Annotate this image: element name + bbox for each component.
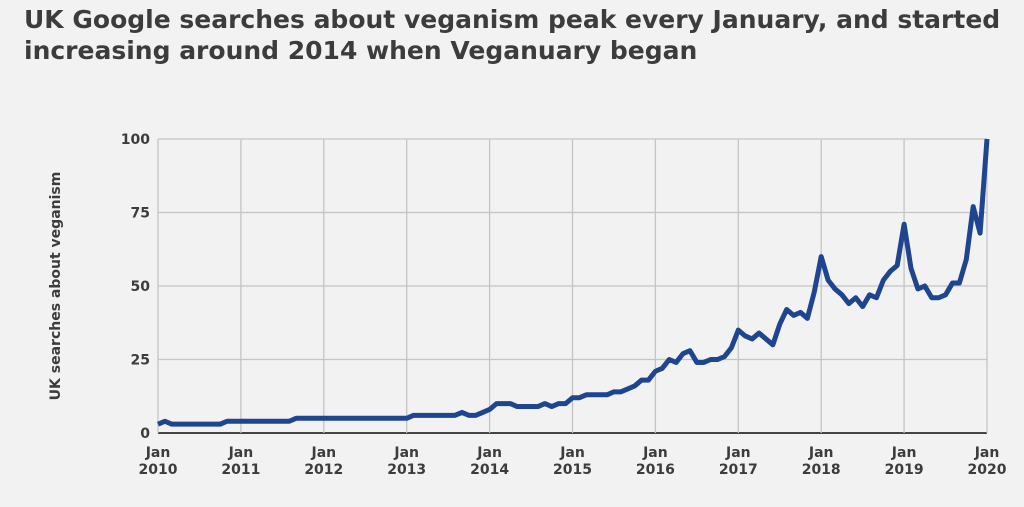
x-tick-label: 2016 bbox=[636, 462, 675, 478]
x-tick-label: 2017 bbox=[719, 462, 758, 478]
y-tick-label: 100 bbox=[121, 132, 150, 148]
x-tick-label: 2019 bbox=[885, 462, 924, 478]
x-tick-label: 2018 bbox=[802, 462, 841, 478]
y-tick-label: 25 bbox=[131, 353, 150, 369]
x-tick-label: 2015 bbox=[553, 462, 592, 478]
x-tick-label: Jan bbox=[145, 445, 171, 461]
x-tick-label: Jan bbox=[808, 445, 834, 461]
x-tick-label: Jan bbox=[974, 445, 1000, 461]
y-tick-label: 0 bbox=[140, 426, 150, 442]
x-tick-label: Jan bbox=[393, 445, 419, 461]
x-tick-label: Jan bbox=[642, 445, 668, 461]
y-tick-label: 50 bbox=[131, 279, 151, 295]
series-line bbox=[157, 138, 990, 427]
x-tick-label: 2010 bbox=[139, 462, 178, 478]
x-tick-label: 2020 bbox=[968, 462, 1007, 478]
x-tick-label: 2013 bbox=[387, 462, 426, 478]
y-tick-label: 75 bbox=[131, 206, 150, 222]
x-tick-label: 2011 bbox=[221, 462, 260, 478]
x-tick-label: 2014 bbox=[470, 462, 509, 478]
x-tick-label: Jan bbox=[310, 445, 336, 461]
chart-title: UK Google searches about veganism peak e… bbox=[24, 5, 1001, 65]
x-tick-label: Jan bbox=[476, 445, 502, 461]
y-axis-label: UK searches about veganism bbox=[48, 172, 64, 401]
x-tick-label: Jan bbox=[725, 445, 751, 461]
x-tick-label: Jan bbox=[891, 445, 917, 461]
x-tick-label: Jan bbox=[228, 445, 254, 461]
x-tick-label: 2012 bbox=[304, 462, 343, 478]
x-tick-label: Jan bbox=[559, 445, 585, 461]
